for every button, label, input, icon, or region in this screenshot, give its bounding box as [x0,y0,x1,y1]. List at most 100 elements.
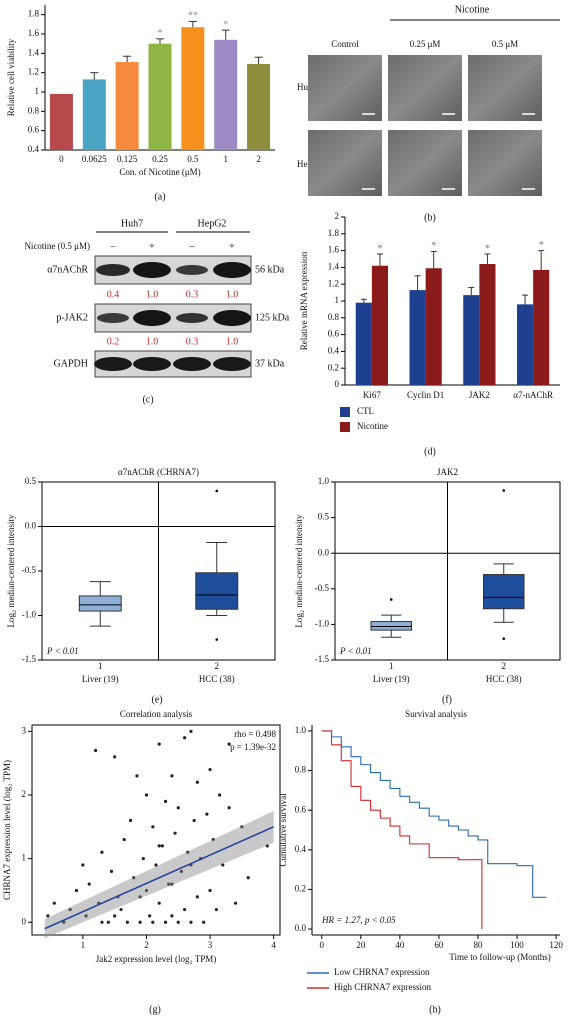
x-tick-label: 40 [395,940,405,950]
micrograph [308,55,382,121]
ratio: 1.0 [146,289,159,300]
x-tick-label: 0.125 [117,154,138,164]
box [78,595,122,612]
y-tick-label: 0.2 [295,883,306,893]
significance: * [485,243,490,254]
y-tick-label: 0.4 [295,844,307,854]
group-id: 1 [98,661,103,671]
annotation: HR = 1.27, p < 0.05 [321,915,396,925]
y-tick-label: 0.0 [295,923,307,933]
point [157,901,161,905]
point [186,850,190,854]
significance: * [158,28,163,39]
point [217,793,222,797]
point [106,920,110,924]
fit-line [44,826,274,930]
micrograph [388,130,462,196]
x-axis-label: Con. of Nicotine (μM) [119,167,200,177]
point [192,818,196,823]
y-axis-label: Relative cell viability [6,38,16,116]
point [62,920,66,924]
point [141,857,145,861]
blot-size: 37 kDa [255,358,285,369]
x-tick-label: Liver (19) [82,674,119,684]
significance: * [377,243,382,254]
y-tick-label: -0.5 [22,565,37,575]
x-tick-label: 20 [356,940,366,950]
outlier [389,598,393,601]
point [87,882,91,886]
x-tick-label: Ki67 [363,390,382,400]
x-tick-label: α7-nAChR [513,390,553,400]
micrograph [388,55,462,121]
point [151,920,155,924]
box [195,572,239,610]
survival-curve [321,730,483,930]
annotation: P < 0.01 [339,646,372,656]
legend-swatch [340,422,350,432]
x-tick-label: 0.5 [187,154,199,164]
group-id: 1 [389,661,394,671]
outlier [215,638,219,641]
bar [463,295,480,385]
x-tick-label: 2 [256,154,261,164]
y-tick-label: 1.6 [328,245,340,255]
point [233,901,238,905]
panel-label: (g) [149,1004,161,1015]
bar [214,39,238,150]
chart-title: α7nAChR (CHRNA7) [118,467,199,477]
outlier [502,637,506,640]
bar [425,268,442,385]
point [151,825,155,829]
point [246,876,250,880]
legend-swatch [340,407,350,417]
point [154,863,158,867]
point [240,825,244,829]
chart-title: JAK2 [437,467,458,477]
x-axis-label: Jak2 expression level (log₂ TPM) [96,954,216,964]
panel-label: (a) [154,191,165,202]
point [179,869,184,873]
y-tick-label: 2 [22,789,27,799]
point [173,831,177,835]
y-tick-label: 1 [22,853,27,863]
x-tick-label: HCC (38) [486,674,522,684]
bar [409,290,426,385]
point [160,844,164,848]
blot-label: α7nAChR [47,264,88,275]
y-tick-label: 0.8 [328,312,340,322]
x-tick-label: 60 [434,940,444,950]
y-tick-label: 0.2 [328,362,339,372]
x-tick-label: Liver (19) [373,674,410,684]
x-tick-label: Cyclin D1 [407,390,444,400]
y-tick-label: 0.5 [318,512,330,522]
sign: – [110,241,117,252]
y-tick-label: 0.8 [295,765,307,775]
point [208,888,212,893]
group-id: 2 [502,661,507,671]
panel-label: (c) [142,394,153,405]
legend-label: Nicotine [357,421,388,431]
panel-label: (d) [424,446,436,457]
micrograph [468,130,542,196]
point [183,736,187,740]
ratio: 0.3 [186,289,199,300]
y-tick-label: 2 [335,211,340,221]
panel-label: (e) [151,694,162,705]
annotation: p = 1.39e-32 [230,742,276,752]
y-tick-label: 0.6 [328,329,340,339]
point [113,914,117,918]
point [125,920,129,924]
y-tick-label: 1.8 [28,9,40,19]
point [183,907,187,912]
y-tick-label: -1.5 [22,654,37,664]
box [370,621,412,631]
point [113,755,117,759]
bar [148,43,172,150]
x-tick-label: 0 [320,940,325,950]
point [167,882,171,886]
y-tick-label: 1.6 [28,28,40,38]
bar [82,79,106,150]
blot [94,350,252,378]
